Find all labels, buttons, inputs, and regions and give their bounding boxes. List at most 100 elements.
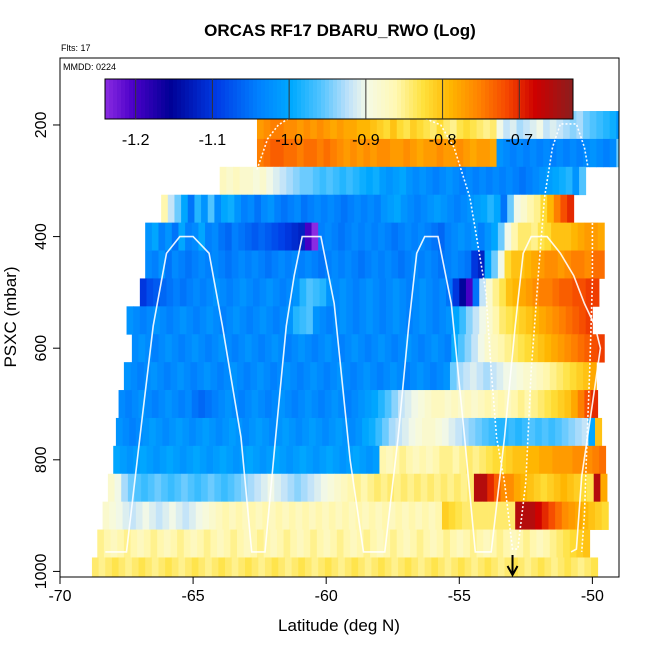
heat-cell-850-34 — [334, 473, 342, 503]
heat-cell-900-21 — [242, 501, 250, 530]
heat-cell-800-58 — [499, 445, 507, 475]
heat-cell-750-54 — [475, 417, 483, 447]
colorbar-swatch — [161, 79, 166, 119]
heat-cell-700-14 — [211, 390, 219, 419]
colorbar-swatch — [413, 79, 418, 119]
heat-cell-550-7 — [173, 306, 181, 335]
heat-cell-1000-12 — [171, 557, 179, 577]
heat-cell-650-49 — [449, 362, 458, 391]
heat-cell-450-33 — [364, 250, 372, 279]
heat-cell-850-1 — [114, 473, 122, 503]
heat-cell-750-15 — [215, 417, 223, 447]
heat-cell-750-72 — [595, 417, 603, 447]
heat-cell-600-64 — [557, 334, 565, 363]
heat-cell-250-17 — [370, 138, 378, 168]
heat-cell-400-17 — [258, 222, 266, 251]
heat-cell-550-18 — [246, 306, 254, 335]
heat-cell-200-16 — [363, 111, 371, 140]
heat-cell-300-16 — [326, 166, 334, 196]
colorbar-tick-label: -1.0 — [275, 132, 303, 149]
heat-cell-550-8 — [179, 306, 187, 335]
heat-cell-900-23 — [255, 501, 263, 530]
heat-cell-550-1 — [133, 306, 141, 335]
heat-cell-450-30 — [344, 250, 352, 279]
heat-cell-750-49 — [441, 417, 450, 447]
heat-cell-850-49 — [434, 473, 442, 503]
heat-cell-250-20 — [390, 138, 398, 168]
colorbar-swatch — [193, 79, 198, 119]
colorbar-swatch — [481, 79, 486, 119]
heat-cell-450-1 — [151, 250, 159, 279]
heat-cell-950-50 — [430, 529, 438, 558]
heat-cell-950-70 — [563, 529, 571, 558]
colorbar-swatch — [453, 79, 458, 119]
heat-cell-500-60 — [539, 278, 547, 307]
heat-cell-850-32 — [320, 473, 328, 503]
colorbar-swatch — [121, 79, 126, 119]
heat-cell-200-43 — [543, 111, 551, 140]
heat-cell-1000-37 — [338, 557, 346, 577]
heat-cell-1000-64 — [517, 557, 525, 577]
heat-cell-750-3 — [135, 417, 143, 447]
heat-cell-900-66 — [541, 501, 549, 530]
heat-cell-350-46 — [467, 194, 475, 224]
heat-cell-350-32 — [374, 194, 382, 224]
heat-cell-650-11 — [197, 362, 205, 391]
heat-cell-350-53 — [513, 194, 521, 224]
heat-cell-700-68 — [571, 390, 579, 419]
heat-cell-250-15 — [356, 138, 364, 168]
heat-cell-200-24 — [416, 111, 424, 140]
colorbar-swatch — [465, 79, 470, 119]
heat-cell-800-18 — [233, 445, 241, 475]
heat-cell-700-27 — [298, 390, 306, 419]
heat-cell-600-30 — [331, 334, 339, 363]
heat-cell-500-48 — [459, 278, 467, 307]
heat-cell-450-28 — [331, 250, 339, 279]
heat-cell-700-47 — [431, 390, 439, 419]
heat-cell-800-62 — [525, 445, 533, 475]
heat-cell-950-65 — [529, 529, 537, 558]
heat-cell-200-32 — [469, 111, 477, 140]
heat-cell-800-33 — [332, 445, 340, 475]
heat-cell-800-59 — [505, 445, 513, 475]
colorbar — [104, 78, 574, 120]
heat-cell-300-13 — [306, 166, 314, 196]
heat-cell-1000-47 — [404, 557, 412, 577]
heat-cell-400-64 — [571, 222, 579, 251]
heat-cell-700-8 — [171, 390, 179, 419]
colorbar-swatch — [181, 79, 186, 119]
y-tick-label: 800 — [33, 446, 50, 473]
colorbar-swatch — [173, 79, 178, 119]
heat-cell-1000-21 — [231, 557, 239, 577]
heat-cell-900-17 — [215, 501, 223, 530]
heat-cell-600-39 — [391, 334, 399, 363]
heat-cell-400-63 — [564, 222, 572, 251]
heat-cell-350-8 — [214, 194, 222, 224]
heat-cell-950-37 — [343, 529, 351, 558]
heat-cell-450-12 — [225, 250, 233, 279]
heat-cell-950-26 — [270, 529, 278, 558]
heat-cell-750-10 — [182, 417, 190, 447]
heat-cell-400-49 — [471, 222, 479, 251]
heat-cell-650-47 — [436, 362, 444, 391]
heat-cell-950-6 — [137, 529, 145, 558]
heat-cell-300-7 — [266, 166, 274, 196]
heat-cell-400-57 — [524, 222, 532, 251]
heat-cell-850-51 — [447, 473, 455, 503]
flights-note: Flts: 17 — [61, 43, 91, 53]
heat-cell-700-23 — [271, 390, 279, 419]
heat-cell-500-14 — [233, 278, 241, 307]
heat-cell-850-26 — [280, 473, 288, 503]
heat-cell-800-50 — [445, 445, 454, 475]
colorbar-swatch — [429, 79, 434, 119]
heat-cell-850-13 — [194, 473, 202, 503]
colorbar-swatch — [269, 79, 274, 119]
heat-cell-350-7 — [207, 194, 215, 224]
heat-cell-200-22 — [403, 111, 411, 140]
heat-cell-600-62 — [544, 334, 552, 363]
heat-cell-600-16 — [238, 334, 246, 363]
heat-cell-600-51 — [471, 334, 479, 363]
heat-cell-300-4 — [246, 166, 254, 196]
heat-cell-550-4 — [153, 306, 161, 335]
heat-cell-200-46 — [563, 111, 571, 140]
